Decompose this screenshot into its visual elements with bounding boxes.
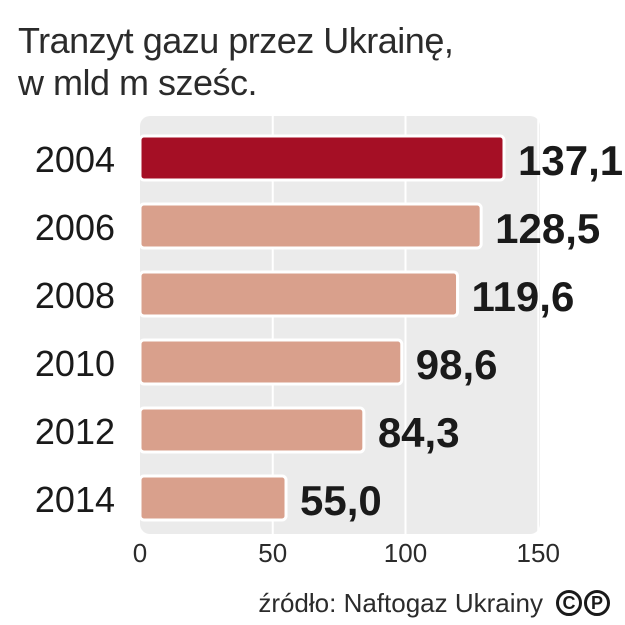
x-tick-label: 0 (133, 538, 147, 568)
category-label: 2008 (35, 275, 115, 316)
bar (138, 134, 506, 182)
x-tick-label: 50 (258, 538, 287, 568)
bar (138, 202, 483, 250)
chart-title: Tranzyt gazu przez Ukrainę, w mld m sześ… (18, 20, 454, 104)
value-label: 137,1 (518, 137, 623, 184)
title-line-2: w mld m sześc. (18, 62, 258, 103)
category-label: 2004 (35, 139, 115, 180)
title-line-1: Tranzyt gazu przez Ukrainę, (18, 20, 454, 61)
value-label: 119,6 (472, 273, 575, 320)
source-note: źródło: Naftogaz Ukrainy (258, 588, 543, 618)
bar (138, 474, 288, 522)
value-label: 98,6 (416, 341, 498, 388)
c-letter: C (556, 590, 582, 616)
category-label: 2014 (35, 479, 115, 520)
value-label: 55,0 (300, 477, 382, 524)
category-label: 2012 (35, 411, 115, 452)
bar (138, 270, 460, 318)
x-tick-label: 150 (517, 538, 560, 568)
category-label: 2010 (35, 343, 115, 384)
cp-logo: C P (556, 590, 610, 616)
bar (138, 406, 366, 454)
category-label: 2006 (35, 207, 115, 248)
value-label: 84,3 (378, 409, 460, 456)
bar (138, 338, 404, 386)
x-tick-label: 100 (384, 538, 427, 568)
p-letter: P (584, 590, 610, 616)
value-label: 128,5 (495, 205, 600, 252)
